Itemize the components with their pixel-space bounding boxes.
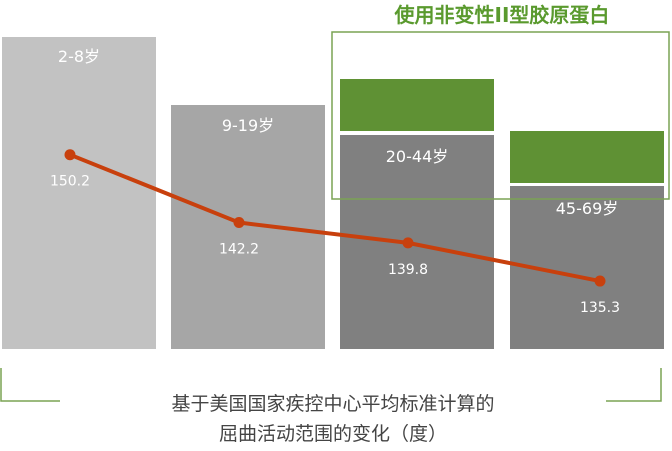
line-layer <box>64 149 606 287</box>
bars-layer <box>2 37 664 349</box>
value-label-2: 142.2 <box>219 242 259 258</box>
collagen-segment-3 <box>340 79 494 131</box>
frame-layer <box>0 31 670 402</box>
category-label-2: 9-19岁 <box>222 116 274 135</box>
trend-point-2 <box>233 217 245 229</box>
value-label-3: 139.8 <box>388 262 428 278</box>
label-layer: 2-8岁 9-19岁 20-44岁 45-69岁 150.2 142.2 139.8 135.… <box>50 47 620 316</box>
collagen-segment-4 <box>510 131 664 183</box>
category-label-1: 2-8岁 <box>58 47 100 66</box>
category-label-3: 20-44岁 <box>386 147 449 166</box>
bar-1 <box>2 37 156 349</box>
trend-point-3 <box>402 237 414 249</box>
caption-line-2: 屈曲活动范围的变化（度） <box>219 423 447 445</box>
category-label-4: 45-69岁 <box>556 199 619 218</box>
value-label-1: 150.2 <box>50 174 90 190</box>
trend-point-1 <box>64 149 76 161</box>
bar-3 <box>340 135 494 349</box>
caption-line-1: 基于美国国家疾控中心平均标准计算的 <box>171 393 494 415</box>
annotation-box-title: 使用非变性II型胶原蛋白 <box>394 3 610 27</box>
caption-bracket-right <box>606 368 662 402</box>
collagen-group-frame <box>331 31 670 200</box>
bar-2 <box>171 105 325 349</box>
caption-bracket-left <box>0 368 60 402</box>
trend-line <box>69 152 601 284</box>
trend-point-4 <box>594 275 606 287</box>
value-label-4: 135.3 <box>580 300 620 316</box>
